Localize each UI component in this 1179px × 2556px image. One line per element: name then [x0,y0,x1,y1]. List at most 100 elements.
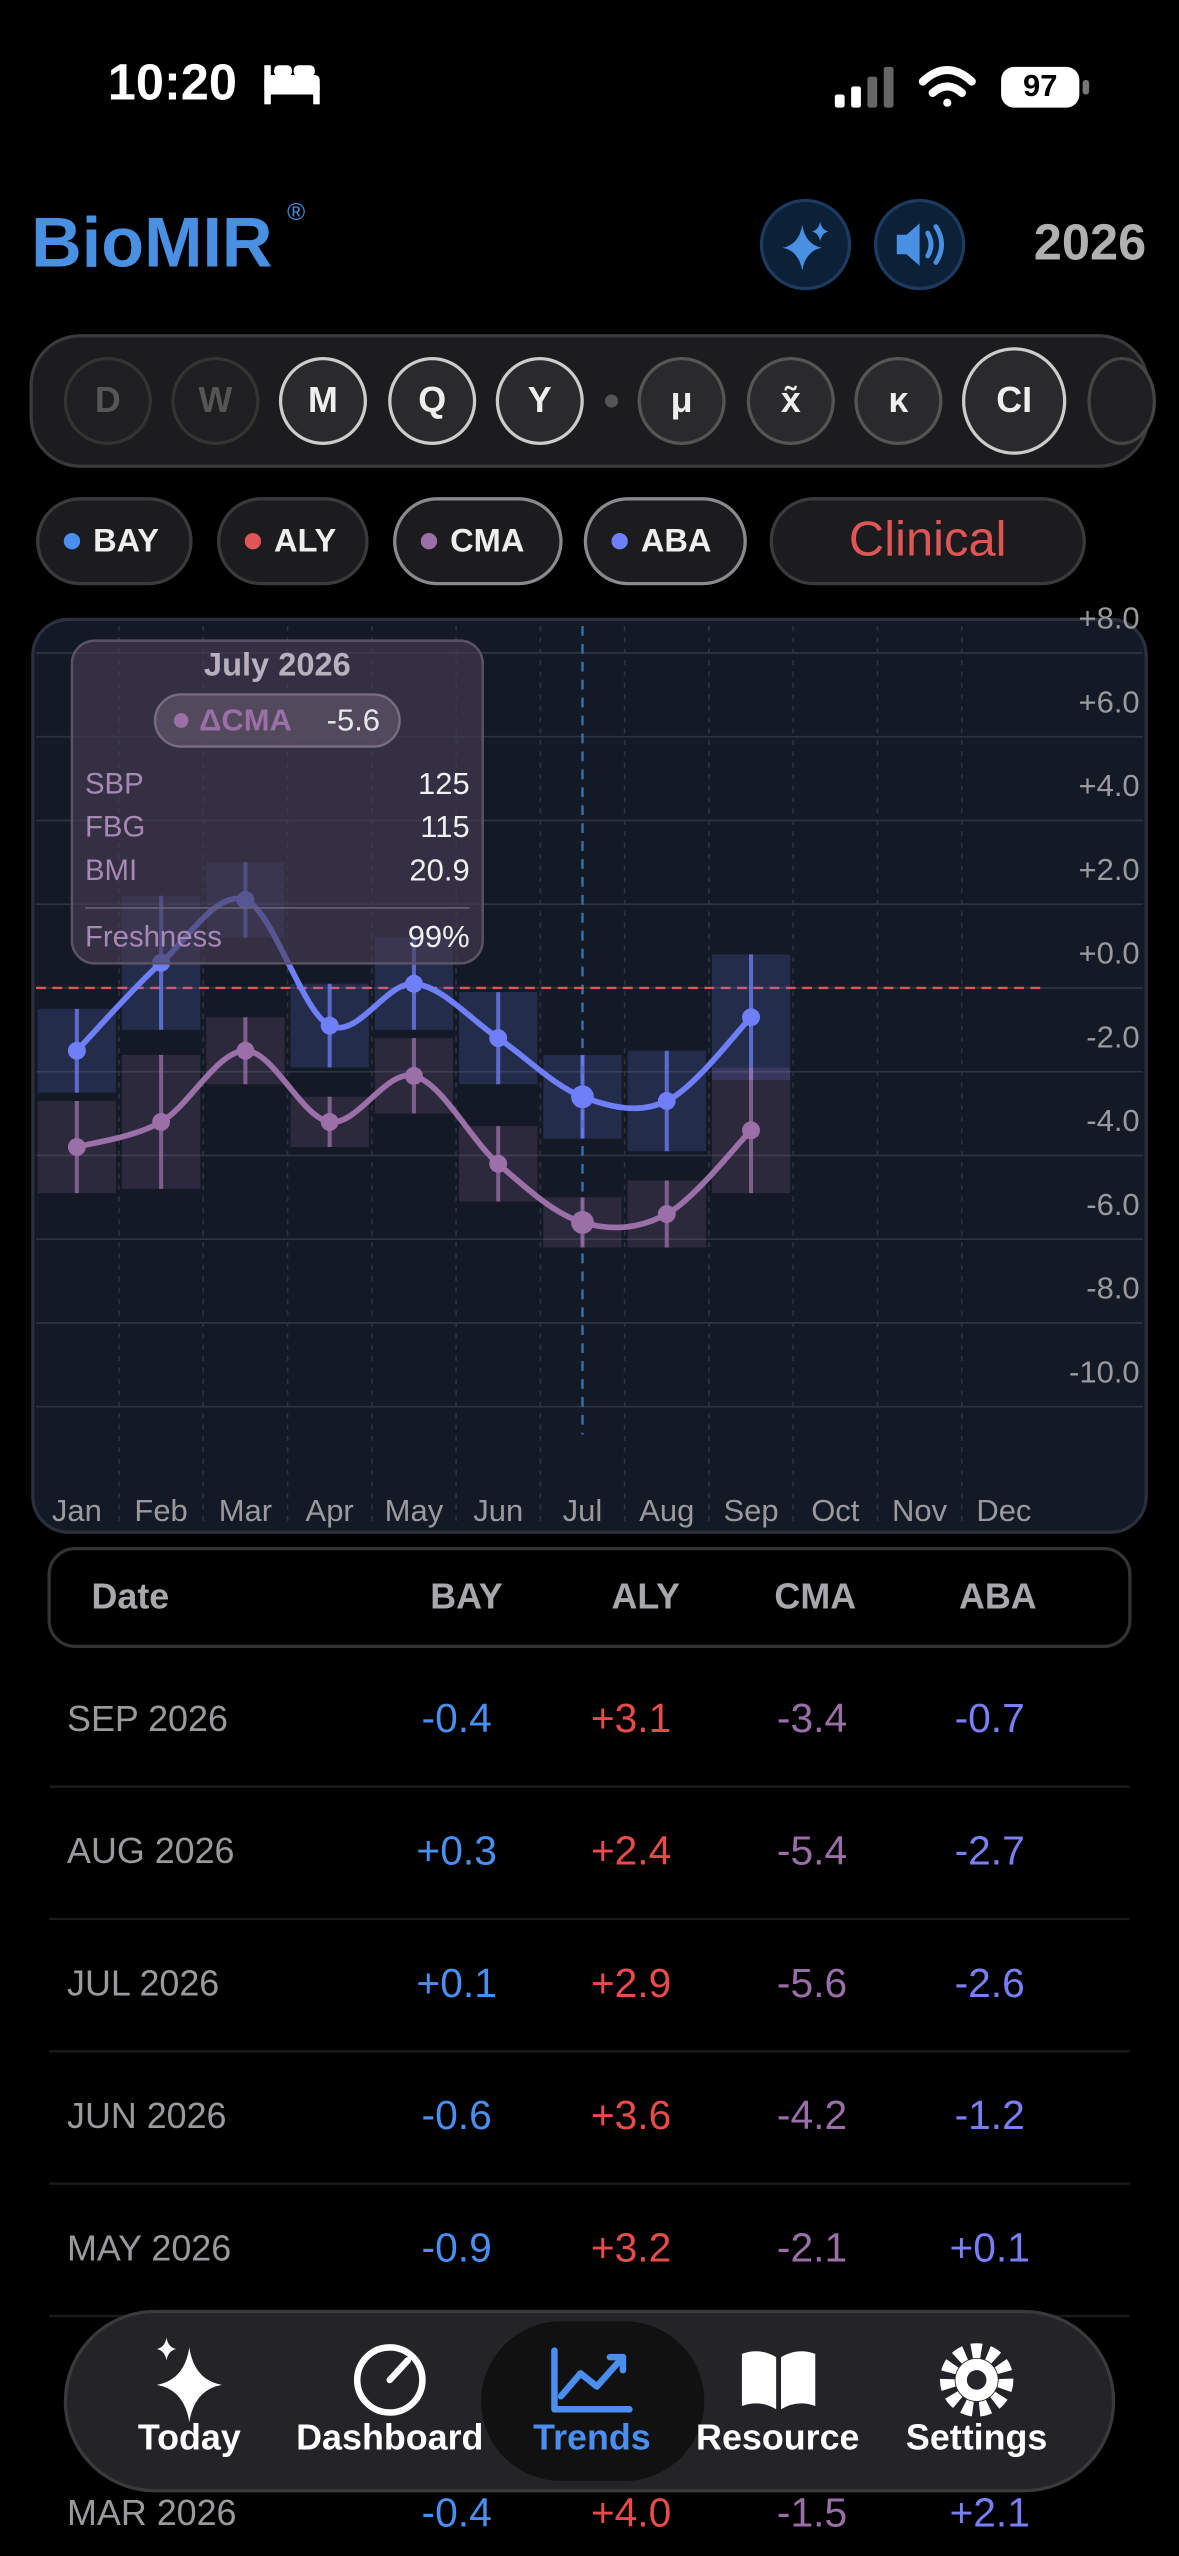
data-point [657,1092,676,1110]
data-point [489,1029,508,1048]
tooltip-row-value: 115 [420,809,469,844]
tab-label[interactable]: Dashboard [296,2418,483,2458]
tab-selected-bg [481,2321,705,2482]
series-chip[interactable]: ALY [217,497,369,586]
trademark: ® [287,199,305,226]
data-point [320,1016,339,1035]
table-value-cell: +2.9 [591,1960,671,2006]
settings-icon [939,2343,1014,2417]
chip-dot [63,533,81,550]
x-tick-label: Aug [639,1493,694,1528]
table-value-cell: -0.4 [422,1695,492,1741]
table-value-cell: +2.4 [591,1828,671,1874]
table-value-cell: +3.1 [591,1695,671,1741]
sleep-icon [264,65,320,105]
tab-label[interactable]: Resource [696,2418,859,2458]
chip-label: BAY [93,521,159,558]
period-button[interactable]: μ [637,356,726,446]
chip-bg [36,497,193,586]
tab-label[interactable]: Settings [906,2418,1047,2458]
tooltip-row-label: SBP [85,767,144,800]
table-value-cell: -0.4 [422,2489,492,2535]
period-button-bg [746,356,835,446]
table-value-cell: +0.3 [416,1828,496,1874]
table-header [47,1546,1132,1649]
table-header-cell: ABA [959,1577,1037,1617]
data-point [236,1041,255,1060]
data-point [152,1112,171,1131]
period-button[interactable]: Q [388,356,477,446]
period-button-label: W [198,380,232,420]
table-date-cell: SEP 2026 [67,1699,228,1739]
period-button-bg [63,356,152,446]
tooltip-title: July 2026 [204,645,351,682]
data-point [404,974,423,993]
period-button[interactable]: D [63,356,152,446]
period-button-partial[interactable] [1087,356,1156,446]
chip-label: CMA [450,521,524,558]
table-value-cell: -5.4 [777,1828,847,1874]
chip-dot [611,533,628,550]
period-button[interactable]: Y [495,356,584,446]
table-value-cell: +4.0 [591,2489,671,2535]
x-tick-label: Feb [134,1493,187,1528]
data-point [571,1211,594,1234]
tooltip-row-label: FBG [85,811,145,844]
y-tick-label: -10.0 [1069,1354,1140,1389]
sparkle-button[interactable] [759,198,852,291]
period-button-label: CI [996,380,1032,420]
table-value-cell: -5.6 [777,1960,847,2006]
chip-label: ABA [641,521,712,558]
table-value-cell: +3.2 [591,2225,671,2271]
table-value-cell: -1.2 [955,2092,1025,2138]
status-time: 10:20 [108,54,237,111]
table-value-cell: -0.9 [422,2225,492,2271]
y-tick-label: +2.0 [1079,852,1140,887]
period-button-bg [278,356,367,446]
table-date-cell: JUN 2026 [67,2096,226,2136]
x-tick-label: Jan [52,1493,102,1528]
x-tick-label: Oct [811,1493,860,1528]
period-button[interactable]: κ [854,356,943,446]
clinical-label: Clinical [849,513,1007,567]
period-button-bg [388,356,477,446]
table-header-cell: CMA [774,1577,856,1617]
series-chip[interactable]: BAY [36,497,193,586]
period-button[interactable]: M [278,356,367,446]
tooltip-row-label: BMI [85,854,137,887]
table-value-cell: -0.6 [422,2092,492,2138]
y-tick-label: -6.0 [1086,1187,1139,1222]
period-button[interactable]: W [171,356,260,446]
tab-label[interactable]: Trends [533,2418,651,2458]
data-point [404,1066,423,1085]
table-date-cell: MAR 2026 [67,2493,236,2533]
tab-label[interactable]: Today [138,2418,241,2458]
period-button-bg [171,356,260,446]
table-header-cell: ALY [612,1577,681,1617]
chip-bg [217,497,369,586]
today-icon [156,2337,222,2423]
period-button-bg [854,356,943,446]
tooltip-bg [70,639,484,965]
tooltip: July 2026 ΔCMA -5.6 SBP 125 FBG 115 BMI 20.9 Fres… [70,639,484,965]
series-chip[interactable]: CMA [393,497,563,586]
y-tick-label: +6.0 [1079,684,1140,719]
data-point [67,1041,86,1060]
y-tick-label: +4.0 [1079,768,1140,803]
year-label: 2026 [1034,213,1146,270]
series-chip[interactable]: ABA [583,497,747,586]
tooltip-delta-bg [153,693,401,748]
data-point [67,1138,86,1157]
trends-icon [551,2347,633,2413]
period-button-label: Y [528,380,552,420]
y-tick-label: -4.0 [1086,1103,1139,1138]
period-button-bg [961,347,1067,455]
period-button[interactable]: x̃ [746,356,835,446]
period-button[interactable]: CI [961,347,1067,455]
resource-icon [741,2351,816,2410]
clinical-button[interactable]: Clinical [769,497,1086,586]
tooltip-delta-value: -5.6 [327,702,380,737]
sound-button[interactable] [873,198,966,291]
